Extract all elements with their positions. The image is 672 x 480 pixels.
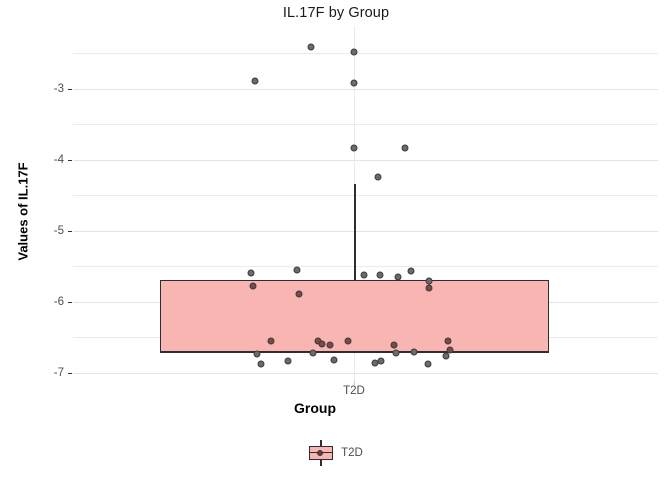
data-point (401, 144, 409, 152)
data-point (377, 357, 385, 365)
data-point (267, 337, 275, 345)
data-point (424, 360, 432, 368)
gridline-major (73, 89, 658, 90)
data-point (374, 173, 382, 181)
x-tick-mark (354, 381, 355, 385)
data-point (425, 284, 433, 292)
data-point (326, 341, 334, 349)
data-point (446, 346, 454, 354)
y-tick-label: -6 (53, 296, 64, 308)
data-point (318, 340, 326, 348)
y-tick-mark (68, 231, 72, 232)
gridline-major (73, 231, 658, 232)
y-tick-mark (68, 302, 72, 303)
gridline-major (73, 160, 658, 161)
gridline-minor (73, 124, 658, 125)
boxplot-median-line (160, 351, 549, 353)
data-point (293, 266, 301, 274)
data-point (407, 267, 415, 275)
data-point (307, 43, 315, 51)
data-point (350, 79, 358, 87)
legend: T2D (0, 440, 672, 466)
data-point (257, 360, 265, 368)
x-axis-title: Group (294, 400, 336, 416)
whisker-upper (354, 184, 356, 280)
data-point (344, 337, 352, 345)
legend-key-boxplot-glyph (309, 440, 334, 466)
data-point (284, 357, 292, 365)
gridline-major (73, 373, 658, 374)
data-point (251, 77, 259, 85)
data-point (376, 271, 384, 279)
y-tick-label: -5 (53, 225, 64, 237)
data-point (350, 48, 358, 56)
legend-point-icon (317, 450, 324, 456)
data-point (425, 277, 433, 285)
plot-panel (73, 26, 658, 381)
data-point (309, 349, 317, 357)
boxplot-box-t2d (160, 280, 549, 352)
legend-label-t2d: T2D (341, 447, 363, 459)
data-point (249, 282, 257, 290)
y-tick-label: -3 (53, 83, 64, 95)
data-point (392, 349, 400, 357)
data-point (390, 341, 398, 349)
y-tick-mark (68, 89, 72, 90)
data-point (253, 350, 261, 358)
chart-title: IL.17F by Group (282, 5, 390, 21)
y-tick-label: -4 (53, 154, 64, 166)
data-point (442, 352, 450, 360)
data-point (360, 271, 368, 279)
data-point (247, 269, 255, 277)
y-tick-mark (68, 373, 72, 374)
y-tick-mark (68, 160, 72, 161)
data-point (330, 356, 338, 364)
gridline-minor (73, 266, 658, 267)
data-point (350, 144, 358, 152)
data-point (410, 348, 418, 356)
gridline-minor (73, 53, 658, 54)
y-tick-label: -7 (53, 367, 64, 379)
gridline-minor (73, 195, 658, 196)
data-point (444, 337, 452, 345)
data-point (394, 273, 402, 281)
x-tick-label-t2d: T2D (343, 385, 365, 397)
data-point (295, 290, 303, 298)
